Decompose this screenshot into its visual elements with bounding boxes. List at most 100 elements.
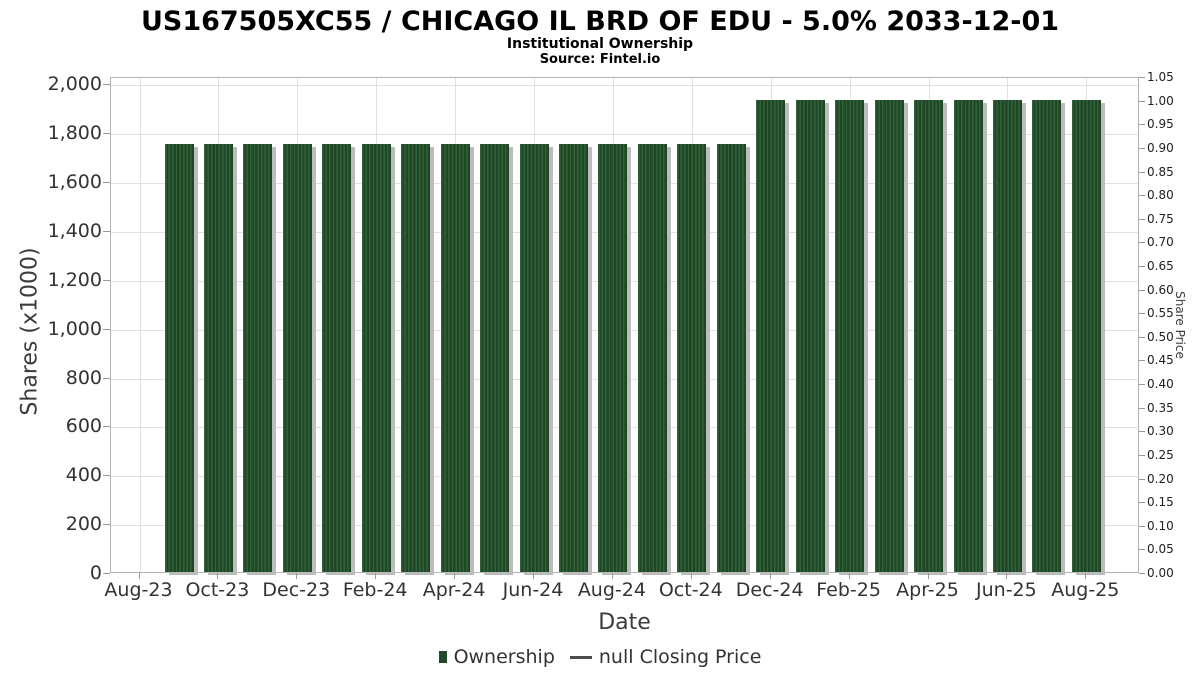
bar-jun-24[interactable]: [519, 144, 549, 572]
right-axis-tick: [1139, 313, 1145, 315]
right-axis-tick-label: 0.25: [1147, 447, 1174, 462]
x-axis-tick: [138, 573, 140, 579]
right-axis-tick-label: 0.50: [1147, 329, 1174, 344]
bar-feb-25[interactable]: [835, 100, 865, 572]
right-axis-tick-label: 1.05: [1147, 70, 1174, 84]
right-axis-tick: [1139, 77, 1145, 78]
right-axis-tick: [1139, 454, 1145, 456]
right-axis-tick-label: 0.60: [1147, 282, 1174, 297]
x-axis-tick: [769, 573, 771, 579]
bar-apr-24[interactable]: [440, 144, 470, 572]
closing-price-legend-marker-icon: [569, 655, 592, 659]
bar-sep-23[interactable]: [164, 144, 194, 572]
bar-oct-24[interactable]: [677, 144, 707, 572]
right-axis-tick-label: 0.85: [1147, 164, 1174, 179]
x-axis-tick: [296, 573, 298, 579]
x-axis-tick-label: Apr-25: [896, 579, 959, 601]
left-axis-tick: [103, 279, 110, 281]
x-axis-tick-label: Aug-24: [577, 579, 646, 601]
bar-jun-25[interactable]: [992, 100, 1022, 572]
right-axis-tick: [1139, 266, 1145, 267]
right-axis-tick: [1139, 360, 1145, 362]
x-axis-tick: [848, 573, 850, 579]
bar-apr-25[interactable]: [914, 100, 943, 572]
x-axis-tick-label: Apr-24: [422, 579, 486, 601]
bar-aug-24[interactable]: [598, 144, 628, 572]
horizontal-gridline: [111, 134, 1138, 136]
right-axis-tick: [1139, 525, 1145, 527]
x-axis-tick: [611, 573, 613, 579]
left-axis-tick-label: 800: [65, 366, 102, 389]
right-axis-tick-label: 0.15: [1147, 495, 1174, 510]
left-axis-tick: [103, 377, 110, 379]
x-axis-tick-label: Jun-25: [976, 579, 1037, 601]
right-axis-tick-label: 0.30: [1147, 424, 1174, 439]
right-axis-tick-label: 0.10: [1147, 518, 1174, 533]
right-axis-tick-label: 0.35: [1147, 400, 1174, 415]
right-axis-tick: [1139, 242, 1145, 244]
right-axis-tick: [1139, 147, 1145, 149]
x-axis-tick-label: Dec-23: [262, 579, 331, 601]
right-axis-tick: [1139, 573, 1145, 574]
left-axis-tick: [103, 230, 110, 232]
plot-area: [110, 77, 1139, 573]
right-axis-tick-label: 0.45: [1147, 353, 1174, 368]
chart-source-credit: Source: Fintel.io: [539, 52, 661, 67]
x-axis-tick-label: Aug-25: [1051, 579, 1120, 601]
bar-may-24[interactable]: [480, 144, 510, 572]
chart-legend: Ownership null Closing Price: [0, 646, 1200, 668]
bar-mar-24[interactable]: [401, 144, 431, 572]
right-axis-tick-label: 0.90: [1147, 140, 1174, 155]
bar-aug-25[interactable]: [1071, 100, 1101, 572]
left-axis-tick-label: 1,400: [47, 219, 102, 242]
x-axis-tick: [217, 573, 219, 579]
left-axis-tick: [103, 84, 110, 86]
left-axis-tick: [103, 573, 110, 574]
x-axis-tick: [690, 573, 692, 579]
right-axis-tick-label: 0.40: [1147, 377, 1174, 391]
x-axis-tick-label: Oct-24: [658, 579, 723, 601]
bar-feb-24[interactable]: [361, 144, 391, 572]
x-axis-tick: [375, 573, 377, 579]
x-axis-tick-label: Jun-24: [502, 579, 564, 601]
x-axis-tick-label: Feb-25: [816, 579, 881, 601]
right-axis-tick: [1139, 171, 1145, 173]
right-axis-tick-label: 0.00: [1147, 566, 1174, 580]
left-axis-tick-label: 400: [65, 464, 102, 487]
bar-jan-25[interactable]: [795, 100, 825, 572]
bar-nov-24[interactable]: [716, 144, 746, 572]
x-axis-title: Date: [598, 610, 651, 635]
x-axis-tick-label: Aug-23: [104, 579, 173, 601]
bar-sep-24[interactable]: [637, 144, 667, 572]
bar-oct-23[interactable]: [203, 144, 233, 572]
bar-dec-24[interactable]: [756, 100, 786, 572]
left-axis-tick: [103, 475, 110, 477]
bar-jul-24[interactable]: [559, 144, 588, 572]
bar-dec-23[interactable]: [282, 144, 312, 572]
left-axis-tick: [103, 426, 110, 428]
chart-subtitle: Institutional Ownership: [506, 36, 694, 52]
right-axis-tick: [1139, 124, 1145, 126]
left-axis-tick-label: 2,000: [47, 73, 102, 96]
ownership-legend-marker-icon: [438, 651, 447, 663]
right-axis-tick-label: 0.65: [1147, 259, 1174, 273]
bar-jan-24[interactable]: [322, 144, 352, 572]
legend-item-ownership[interactable]: Ownership: [453, 646, 555, 668]
bar-nov-23[interactable]: [243, 144, 273, 572]
right-axis-tick: [1139, 478, 1145, 480]
bar-jul-25[interactable]: [1032, 100, 1062, 572]
right-axis-tick: [1139, 336, 1145, 338]
bar-mar-25[interactable]: [874, 100, 904, 572]
legend-item-closing-price[interactable]: null Closing Price: [598, 646, 762, 668]
left-axis-tick-label: 1,600: [47, 171, 102, 194]
x-axis-tick: [1085, 573, 1087, 579]
horizontal-gridline: [111, 85, 1138, 87]
right-axis-tick-label: 0.05: [1147, 542, 1174, 557]
left-axis-tick: [103, 133, 110, 135]
x-axis-tick: [1006, 573, 1008, 579]
bar-may-25[interactable]: [953, 100, 983, 572]
right-axis-tick-label: 0.80: [1147, 188, 1174, 203]
vertical-gridline: [139, 78, 141, 572]
right-axis-tick: [1139, 384, 1145, 385]
